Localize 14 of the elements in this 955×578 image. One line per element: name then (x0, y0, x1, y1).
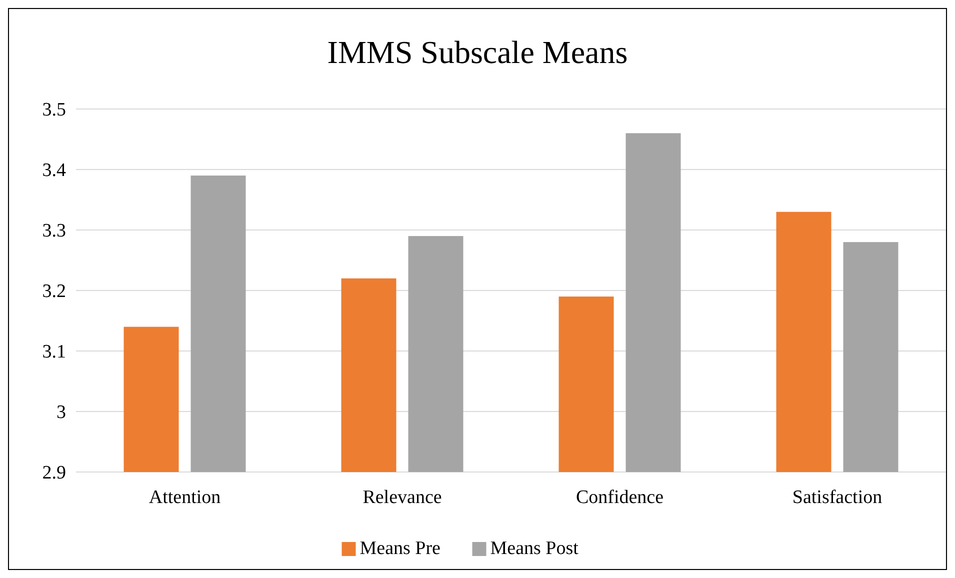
y-tick-label: 3 (56, 402, 66, 424)
y-tick-label: 3.1 (42, 342, 66, 363)
chart-title: IMMS Subscale Means (327, 34, 628, 70)
y-tick-label: 3.3 (42, 220, 66, 242)
legend-label: Means Pre (360, 538, 440, 559)
x-tick-label: Confidence (576, 487, 664, 508)
y-tick-label: 3.2 (42, 281, 66, 302)
y-tick-label: 3.5 (42, 100, 66, 121)
legend-label: Means Post (490, 538, 580, 559)
x-tick-label: Satisfaction (792, 487, 883, 508)
x-tick-label: Relevance (362, 487, 442, 508)
y-tick-label: 3.4 (42, 160, 66, 182)
x-tick-label: Attention (148, 487, 222, 508)
y-tick-label: 2.9 (42, 462, 66, 484)
